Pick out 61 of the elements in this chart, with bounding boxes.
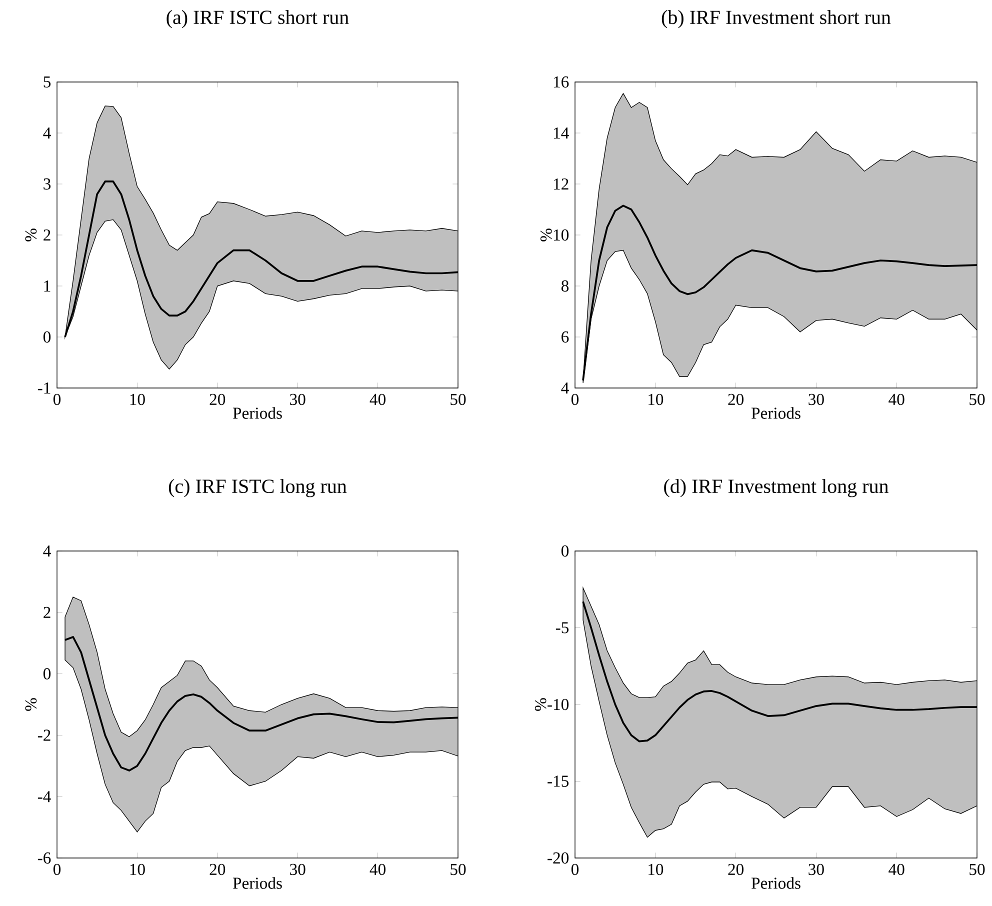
x-axis-title: Periods <box>751 407 800 419</box>
x-tick-label: 50 <box>970 864 985 876</box>
y-axis-title: % <box>25 698 37 711</box>
x-tick-label: 0 <box>571 864 579 876</box>
x-tick-label: 10 <box>648 864 664 876</box>
y-tick-label: -1 <box>38 382 50 394</box>
x-tick-label: 10 <box>130 864 145 876</box>
x-tick-label: 20 <box>728 394 744 406</box>
x-tick-label: 10 <box>130 394 145 406</box>
chart-title: (d) IRF Investment long run <box>664 478 888 498</box>
chart-title: (a) IRF ISTC short run <box>166 10 349 28</box>
x-tick-label: 20 <box>210 864 226 876</box>
x-tick-label: 20 <box>728 864 744 876</box>
y-tick-label: -10 <box>548 698 569 710</box>
y-tick-label: 16 <box>554 76 569 88</box>
y-tick-label: 4 <box>561 382 569 394</box>
y-tick-label: 5 <box>44 76 51 88</box>
y-tick-label: 0 <box>561 545 569 557</box>
y-tick-label: -4 <box>38 791 51 802</box>
x-tick-label: 0 <box>53 864 61 876</box>
y-tick-label: -15 <box>548 776 569 787</box>
x-tick-label: 30 <box>808 864 824 876</box>
x-axis-title: Periods <box>751 877 800 889</box>
x-tick-label: 40 <box>888 394 904 406</box>
y-tick-label: 0 <box>43 668 51 680</box>
y-tick-label: 8 <box>561 280 569 292</box>
y-tick-label: -20 <box>548 852 569 864</box>
x-tick-label: 0 <box>571 394 579 406</box>
x-tick-label: 40 <box>370 394 386 406</box>
x-tick-label: 50 <box>970 394 985 406</box>
x-axis-title: Periods <box>232 407 282 419</box>
y-tick-label: 10 <box>554 229 569 241</box>
x-tick-label: 0 <box>53 394 61 406</box>
x-tick-label: 50 <box>450 864 466 876</box>
y-tick-label: 12 <box>554 178 568 190</box>
y-tick-label: 3 <box>44 178 51 190</box>
chart-title: (b) IRF Investment short run <box>662 10 891 28</box>
y-tick-label: -2 <box>38 730 50 741</box>
x-tick-label: 30 <box>290 394 306 406</box>
y-tick-label: 4 <box>43 546 51 556</box>
y-axis-title: % <box>25 228 37 242</box>
y-axis-title: % <box>534 698 546 711</box>
x-axis-title: Periods <box>232 877 282 889</box>
x-tick-label: 40 <box>370 864 386 876</box>
y-tick-label: -6 <box>38 852 51 864</box>
y-axis-title: % <box>540 228 552 242</box>
y-tick-label: 0 <box>43 331 51 343</box>
x-tick-label: 20 <box>210 394 226 406</box>
x-tick-label: 30 <box>808 394 824 406</box>
y-tick-label: 14 <box>554 128 569 138</box>
y-tick-label: -5 <box>556 622 569 634</box>
y-tick-label: 6 <box>562 331 569 343</box>
y-tick-label: 2 <box>44 606 50 618</box>
y-tick-label: 4 <box>43 128 51 138</box>
x-tick-label: 40 <box>888 864 904 876</box>
x-tick-label: 10 <box>648 394 664 406</box>
x-tick-label: 50 <box>450 394 466 406</box>
chart-title: (c) IRF ISTC long run <box>168 478 347 498</box>
x-tick-label: 30 <box>290 864 306 876</box>
y-tick-label: 2 <box>44 229 50 241</box>
y-tick-label: 1 <box>44 280 50 292</box>
